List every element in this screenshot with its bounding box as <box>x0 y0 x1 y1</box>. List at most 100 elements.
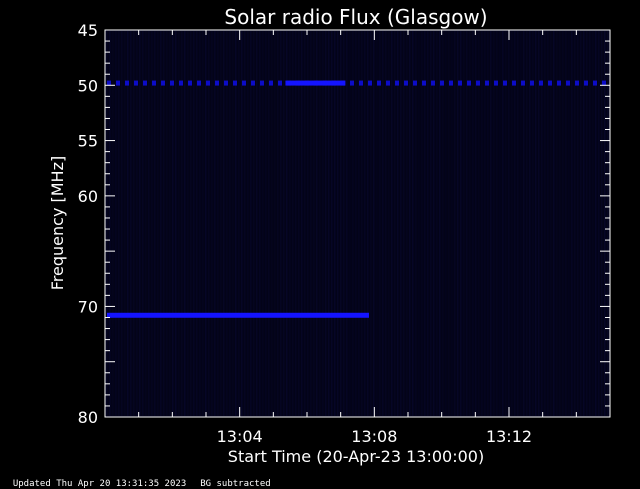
noise-stripe <box>601 31 603 416</box>
noise-stripe <box>376 31 378 416</box>
interference-dash <box>530 80 534 86</box>
noise-stripe <box>463 31 465 416</box>
interference-dash <box>440 80 444 86</box>
noise-stripe <box>250 31 252 416</box>
noise-stripe <box>439 31 441 416</box>
noise-stripe <box>130 31 132 416</box>
y-tick-label: 80 <box>78 408 98 427</box>
noise-stripe <box>484 31 486 416</box>
noise-stripe <box>124 31 126 416</box>
noise-stripe <box>313 31 315 416</box>
interference-dash <box>179 80 183 86</box>
interference-dash <box>494 80 498 86</box>
noise-stripe <box>298 31 300 416</box>
noise-stripe <box>526 31 528 416</box>
noise-stripe <box>397 31 399 416</box>
interference-dash <box>395 80 399 86</box>
noise-stripe <box>520 31 522 416</box>
noise-stripe <box>412 31 414 416</box>
interference-dash <box>251 80 255 86</box>
interference-dash <box>350 80 354 86</box>
noise-stripe <box>448 31 450 416</box>
interference-dash <box>467 80 471 86</box>
noise-stripe <box>304 31 306 416</box>
noise-stripe <box>193 31 195 416</box>
noise-stripe <box>337 31 339 416</box>
noise-stripe <box>205 31 207 416</box>
interference-dash <box>188 80 192 86</box>
noise-stripe <box>310 31 312 416</box>
noise-stripe <box>259 31 261 416</box>
noise-stripe <box>586 31 588 416</box>
noise-stripe <box>244 31 246 416</box>
noise-stripe <box>460 31 462 416</box>
noise-stripe <box>406 31 408 416</box>
noise-stripe <box>295 31 297 416</box>
interference-dash <box>278 80 282 86</box>
x-tick-label: 13:08 <box>351 427 397 446</box>
noise-stripe <box>247 31 249 416</box>
interference-dash <box>143 80 147 86</box>
interference-dash <box>368 80 372 86</box>
noise-stripe <box>127 31 129 416</box>
noise-stripe <box>511 31 513 416</box>
noise-stripe <box>208 31 210 416</box>
noise-stripe <box>532 31 534 416</box>
noise-stripe <box>430 31 432 416</box>
noise-stripe <box>334 31 336 416</box>
noise-stripe <box>373 31 375 416</box>
noise-stripe <box>355 31 357 416</box>
noise-stripe <box>364 31 366 416</box>
noise-stripe <box>367 31 369 416</box>
noise-stripe <box>196 31 198 416</box>
noise-stripe <box>568 31 570 416</box>
noise-stripe <box>370 31 372 416</box>
noise-stripe <box>319 31 321 416</box>
noise-stripe <box>436 31 438 416</box>
noise-stripe <box>145 31 147 416</box>
noise-stripe <box>163 31 165 416</box>
noise-stripe <box>286 31 288 416</box>
noise-stripe <box>187 31 189 416</box>
noise-stripe <box>271 31 273 416</box>
noise-stripe <box>109 31 111 416</box>
noise-stripe <box>544 31 546 416</box>
noise-stripe <box>574 31 576 416</box>
x-tick-label: 13:04 <box>217 427 263 446</box>
y-tick-label: 45 <box>78 21 98 40</box>
noise-stripe <box>589 31 591 416</box>
noise-stripe <box>571 31 573 416</box>
noise-stripe <box>556 31 558 416</box>
noise-stripe <box>379 31 381 416</box>
noise-stripe <box>418 31 420 416</box>
noise-stripe <box>340 31 342 416</box>
noise-stripe <box>598 31 600 416</box>
noise-stripe <box>358 31 360 416</box>
noise-stripe <box>385 31 387 416</box>
noise-stripe <box>529 31 531 416</box>
noise-stripe <box>433 31 435 416</box>
noise-stripe <box>199 31 201 416</box>
noise-stripe <box>607 31 609 416</box>
interference-dash <box>548 80 552 86</box>
interference-dash <box>152 80 156 86</box>
interference-dash <box>449 80 453 86</box>
interference-dash <box>431 80 435 86</box>
noise-stripe <box>451 31 453 416</box>
noise-stripe <box>139 31 141 416</box>
interference-dash <box>377 80 381 86</box>
interference-dash <box>233 80 237 86</box>
noise-stripe <box>496 31 498 416</box>
interference-dash <box>170 80 174 86</box>
updated-text: Updated Thu Apr 20 13:31:35 2023 <box>12 479 187 489</box>
noise-stripe <box>133 31 135 416</box>
noise-stripe <box>175 31 177 416</box>
emission-band-1 <box>285 80 346 86</box>
noise-stripe <box>115 31 117 416</box>
interference-dash <box>593 80 597 86</box>
noise-stripe <box>226 31 228 416</box>
noise-stripe <box>580 31 582 416</box>
interference-dash <box>134 80 138 86</box>
noise-stripe <box>202 31 204 416</box>
